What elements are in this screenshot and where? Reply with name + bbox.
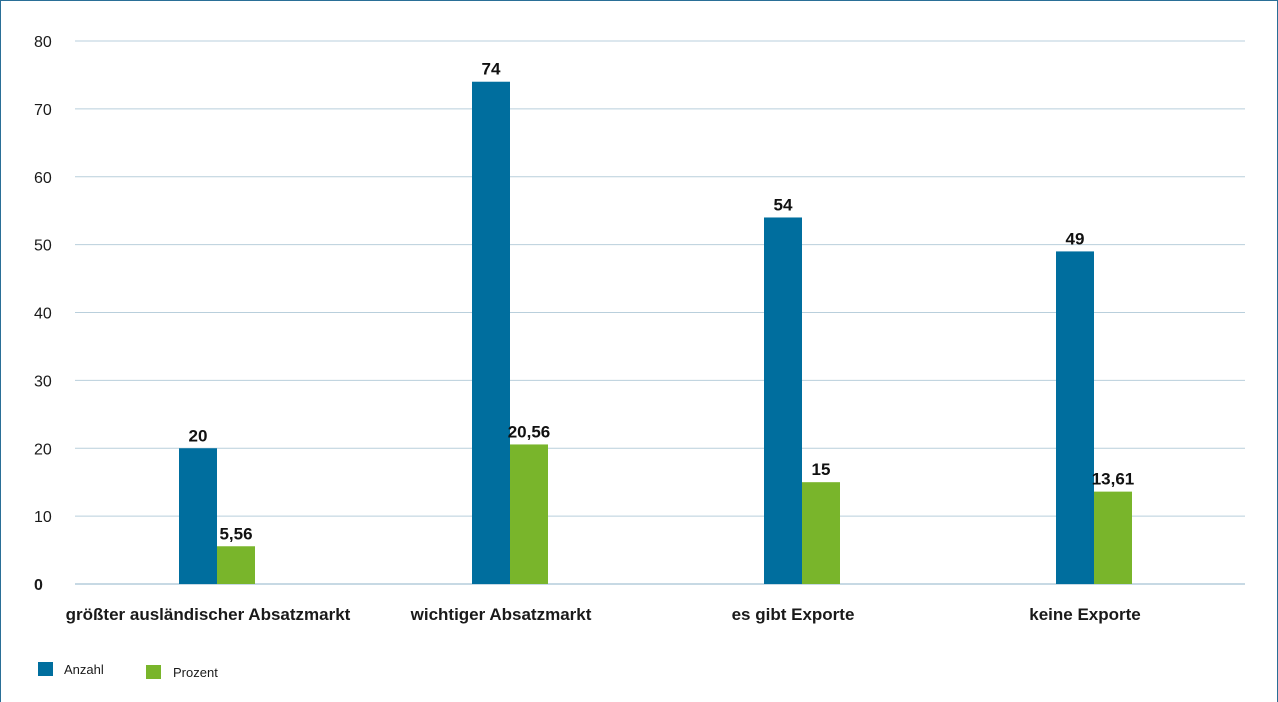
y-tick-label-30: 30 — [34, 373, 52, 390]
y-tick-label-20: 20 — [34, 441, 52, 458]
legend-label-prozent: Prozent — [173, 665, 218, 680]
data-label-anzahl-1: 74 — [482, 60, 501, 79]
data-label-prozent-2: 15 — [812, 460, 831, 479]
bar-prozent-3 — [1094, 491, 1132, 584]
legend: Anzahl Prozent — [38, 662, 218, 680]
y-tick-label-10: 10 — [34, 509, 52, 526]
data-label-prozent-3: 13,61 — [1092, 470, 1135, 489]
bars — [179, 81, 1132, 584]
legend-item-prozent: Prozent — [146, 665, 218, 680]
legend-swatch-anzahl — [38, 662, 53, 676]
x-axis-categories: größter ausländischer Absatzmarkt wichtig… — [66, 605, 1141, 624]
bar-prozent-2 — [802, 482, 840, 584]
bar-anzahl-0 — [179, 448, 217, 584]
data-label-anzahl-0: 20 — [189, 426, 208, 445]
bar-anzahl-1 — [472, 81, 510, 584]
y-tick-label-0: 0 — [34, 577, 43, 594]
category-label-2: es gibt Exporte — [732, 605, 855, 624]
bar-prozent-1 — [510, 444, 548, 584]
data-labels: 20 5,56 74 20,56 54 15 49 13,61 — [189, 60, 1135, 544]
y-tick-label-70: 70 — [34, 102, 52, 119]
category-label-0: größter ausländischer Absatzmarkt — [66, 605, 351, 624]
data-label-anzahl-2: 54 — [774, 195, 793, 214]
bar-anzahl-2 — [764, 217, 802, 584]
category-label-3: keine Exporte — [1029, 605, 1141, 624]
gridlines — [75, 40, 1245, 585]
y-tick-label-40: 40 — [34, 306, 52, 323]
y-tick-label-60: 60 — [34, 170, 52, 187]
data-label-prozent-1: 20,56 — [508, 422, 551, 441]
y-axis-ticks: 0 10 20 30 40 50 60 70 80 — [34, 34, 52, 594]
category-label-1: wichtiger Absatzmarkt — [410, 605, 592, 624]
y-tick-label-80: 80 — [34, 34, 52, 51]
legend-item-anzahl: Anzahl — [38, 662, 104, 677]
data-label-prozent-0: 5,56 — [219, 524, 252, 543]
bar-prozent-0 — [217, 546, 255, 584]
legend-label-anzahl: Anzahl — [64, 662, 104, 677]
y-tick-label-50: 50 — [34, 238, 52, 255]
legend-swatch-prozent — [146, 665, 161, 679]
data-label-anzahl-3: 49 — [1066, 229, 1085, 248]
bar-anzahl-3 — [1056, 251, 1094, 584]
